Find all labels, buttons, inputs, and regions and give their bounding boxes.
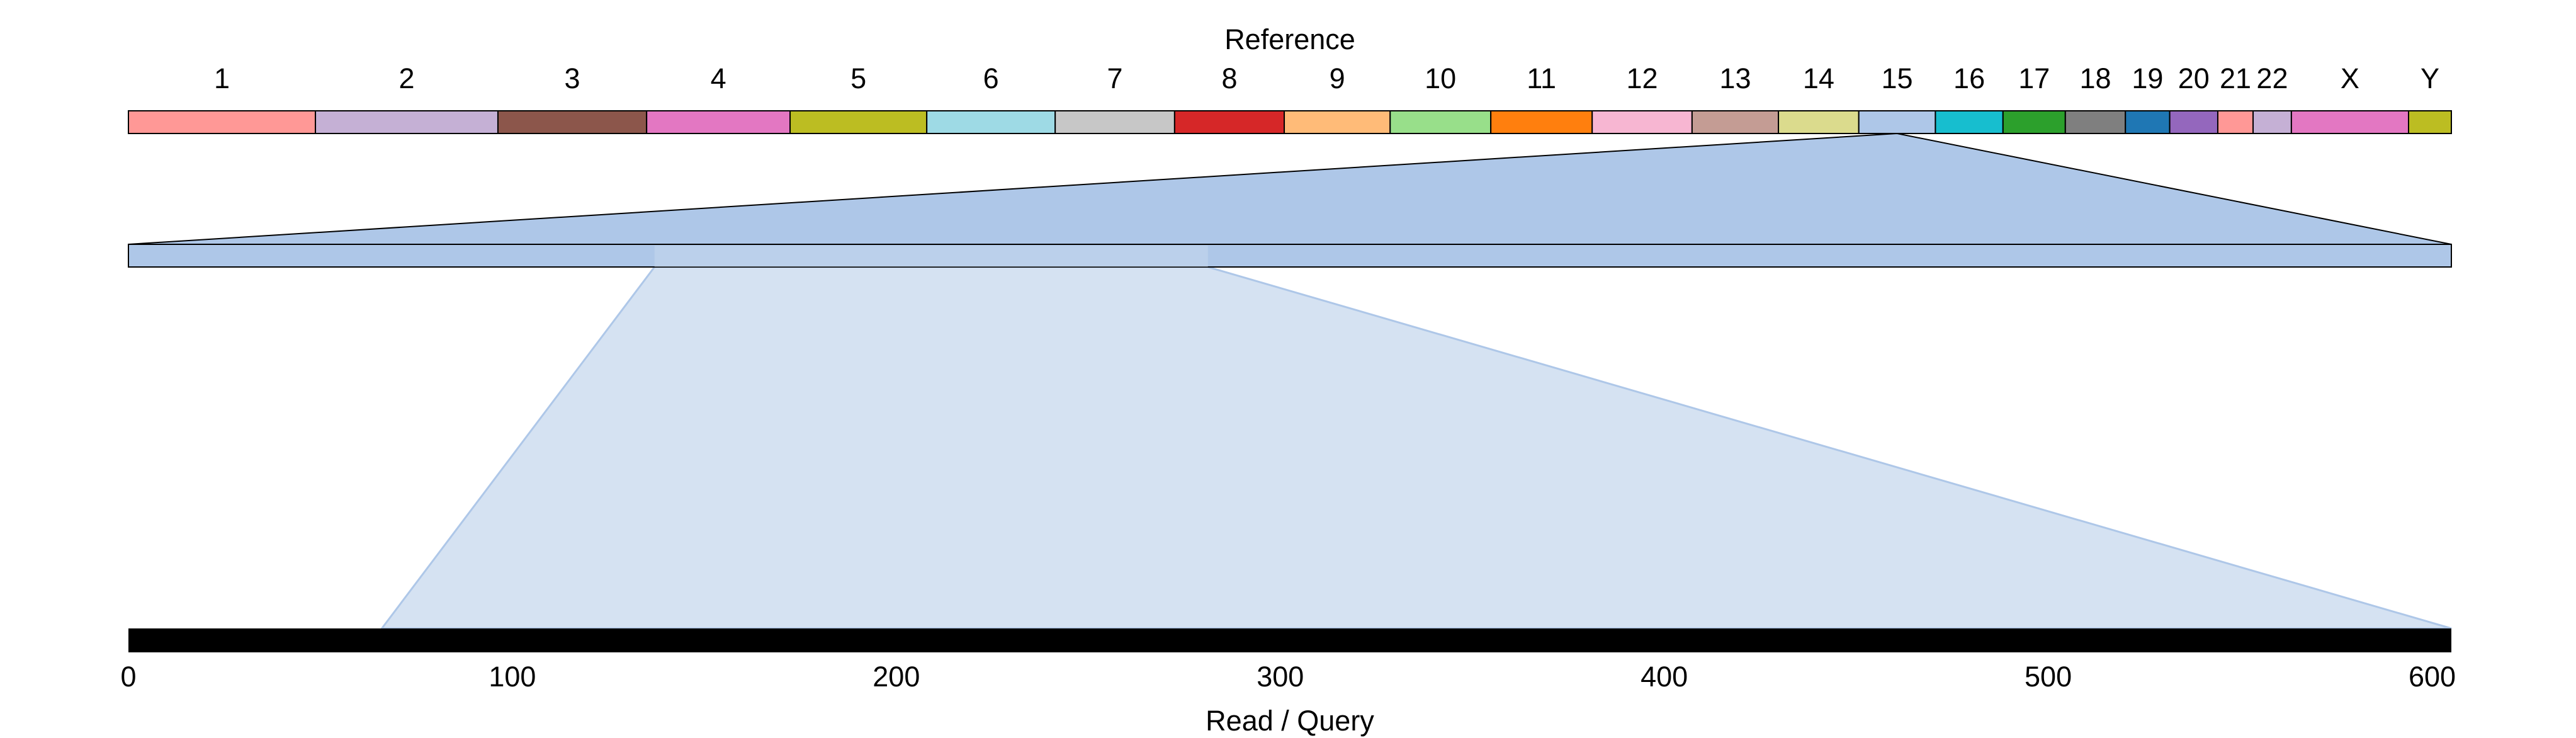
chromosome-7-label: 7	[1107, 62, 1123, 94]
chromosome-10-segment	[1389, 110, 1492, 134]
chromosome-16-label: 16	[1953, 62, 1985, 94]
chromosome-12-segment	[1591, 110, 1693, 134]
query-tick-label: 0	[120, 661, 136, 693]
chromosome-13-segment	[1691, 110, 1780, 134]
chromosome-10-label: 10	[1425, 62, 1456, 94]
chromosome-1-label: 1	[214, 62, 230, 94]
chromosome-11-label: 11	[1527, 62, 1556, 94]
query-tick-label: 300	[1257, 661, 1304, 693]
chromosome-11-segment	[1490, 110, 1593, 134]
query-tick-label: 100	[489, 661, 536, 693]
chromosome-5-label: 5	[850, 62, 866, 94]
chromosome-3-segment	[497, 110, 648, 134]
chromosome-Y-label: Y	[2421, 62, 2439, 94]
query-bar	[128, 628, 2451, 652]
chromosome-16-segment	[1935, 110, 2004, 134]
chromosome-8-segment	[1173, 110, 1285, 134]
query-tick-label: 600	[2409, 661, 2456, 693]
chromosome-2-segment	[315, 110, 499, 134]
query-tick-label: 500	[2025, 661, 2072, 693]
chromosome-17-label: 17	[2018, 62, 2050, 94]
chromosome-20-segment	[2169, 110, 2218, 134]
chromosome-18-label: 18	[2079, 62, 2111, 94]
chromosome-18-segment	[2064, 110, 2127, 134]
chromosome-22-label: 22	[2256, 62, 2288, 94]
chromosome-20-label: 20	[2178, 62, 2210, 94]
chromosome-X-label: X	[2341, 62, 2359, 94]
chromosome-19-segment	[2125, 110, 2171, 134]
chromosome-19-label: 19	[2132, 62, 2163, 94]
aligned-region-highlight	[654, 246, 1208, 267]
chromosome-14-label: 14	[1803, 62, 1834, 94]
chromosome-3-label: 3	[565, 62, 580, 94]
chromosome-7-segment	[1054, 110, 1175, 134]
chromosome-9-segment	[1284, 110, 1391, 134]
chromosome-15-segment	[1858, 110, 1936, 134]
chromosome-4-segment	[646, 110, 791, 134]
reference-title: Reference	[1224, 23, 1355, 55]
chromosome-4-label: 4	[711, 62, 726, 94]
chromosome-9-label: 9	[1330, 62, 1345, 94]
chromosome-17-segment	[2002, 110, 2066, 134]
alignment-wedge	[380, 266, 2452, 630]
zoom-wedge	[128, 132, 2452, 245]
chromosome-14-segment	[1778, 110, 1860, 134]
chromosome-5-segment	[789, 110, 928, 134]
chromosome-22-segment	[2252, 110, 2292, 134]
chromosome-X-segment	[2290, 110, 2409, 134]
query-title: Read / Query	[1206, 705, 1374, 737]
chromosome-21-label: 21	[2220, 62, 2251, 94]
chromosome-6-segment	[926, 110, 1056, 134]
chromosome-2-label: 2	[398, 62, 414, 94]
query-tick-label: 400	[1641, 661, 1688, 693]
chromosome-12-label: 12	[1626, 62, 1658, 94]
zoomed-chromosome-strip	[128, 244, 2452, 268]
chromosome-6-label: 6	[983, 62, 999, 94]
chromosome-8-label: 8	[1221, 62, 1237, 94]
chromosome-Y-segment	[2407, 110, 2452, 134]
chromosome-15-label: 15	[1882, 62, 1913, 94]
chromosome-21-segment	[2217, 110, 2254, 134]
chromosome-1-segment	[128, 110, 317, 134]
chromosome-13-label: 13	[1719, 62, 1751, 94]
query-tick-label: 200	[873, 661, 920, 693]
